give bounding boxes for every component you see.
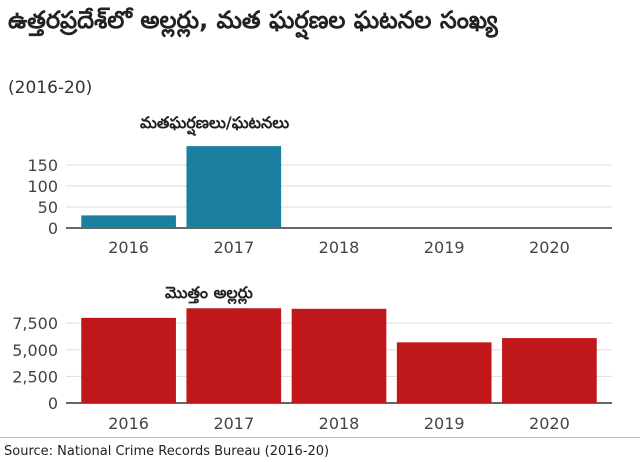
bar-2019 [396, 342, 492, 403]
y-tick-label: 50 [38, 198, 58, 217]
bar-2020 [502, 338, 597, 403]
y-tick-label: 0 [48, 219, 58, 238]
x-tick-label: 2019 [424, 238, 465, 257]
x-tick-label: 2020 [529, 238, 570, 257]
x-tick-label: 2018 [319, 414, 360, 433]
x-tick-label: 2017 [213, 238, 254, 257]
y-tick-label: 5,000 [12, 341, 58, 360]
chart-subtitle: (2016-20) [8, 78, 93, 98]
bar-2017 [186, 146, 282, 228]
total-riots-chart: మొత్తం అల్లర్లు 0 2,500 5,000 7,500 2016 2017 2… [12, 283, 612, 433]
x-tick-label: 2020 [529, 414, 570, 433]
chart-title: ఉత్తరప్రదేశ్‌లో అల్లర్లు, మత ఘర్షణల ఘటనల… [8, 6, 498, 34]
x-tick-label: 2019 [424, 414, 465, 433]
x-tick-label: 2017 [213, 414, 254, 433]
source-note: Source: National Crime Records Bureau (2… [4, 444, 330, 459]
x-tick-label: 2016 [108, 238, 149, 257]
y-tick-label: 100 [27, 177, 58, 196]
bar-2016 [81, 215, 176, 228]
x-tick-label: 2016 [108, 414, 149, 433]
panel-title: మతఘర్షణలు/ఘటనలు [140, 113, 290, 136]
source-divider [0, 437, 640, 438]
bar-2016 [81, 317, 176, 403]
y-tick-label: 0 [48, 394, 58, 413]
y-tick-label: 7,500 [12, 314, 58, 333]
bar-2018 [291, 308, 387, 403]
x-tick-label: 2018 [319, 238, 360, 257]
bar-2017 [186, 308, 282, 403]
panel-title: మొత్తం అల్లర్లు [165, 283, 253, 305]
communal-riots-chart: మతఘర్షణలు/ఘటనలు 0 50 100 150 2016 2017 2018 2019… [27, 113, 612, 257]
y-tick-label: 150 [27, 156, 58, 175]
y-tick-label: 2,500 [12, 367, 58, 386]
